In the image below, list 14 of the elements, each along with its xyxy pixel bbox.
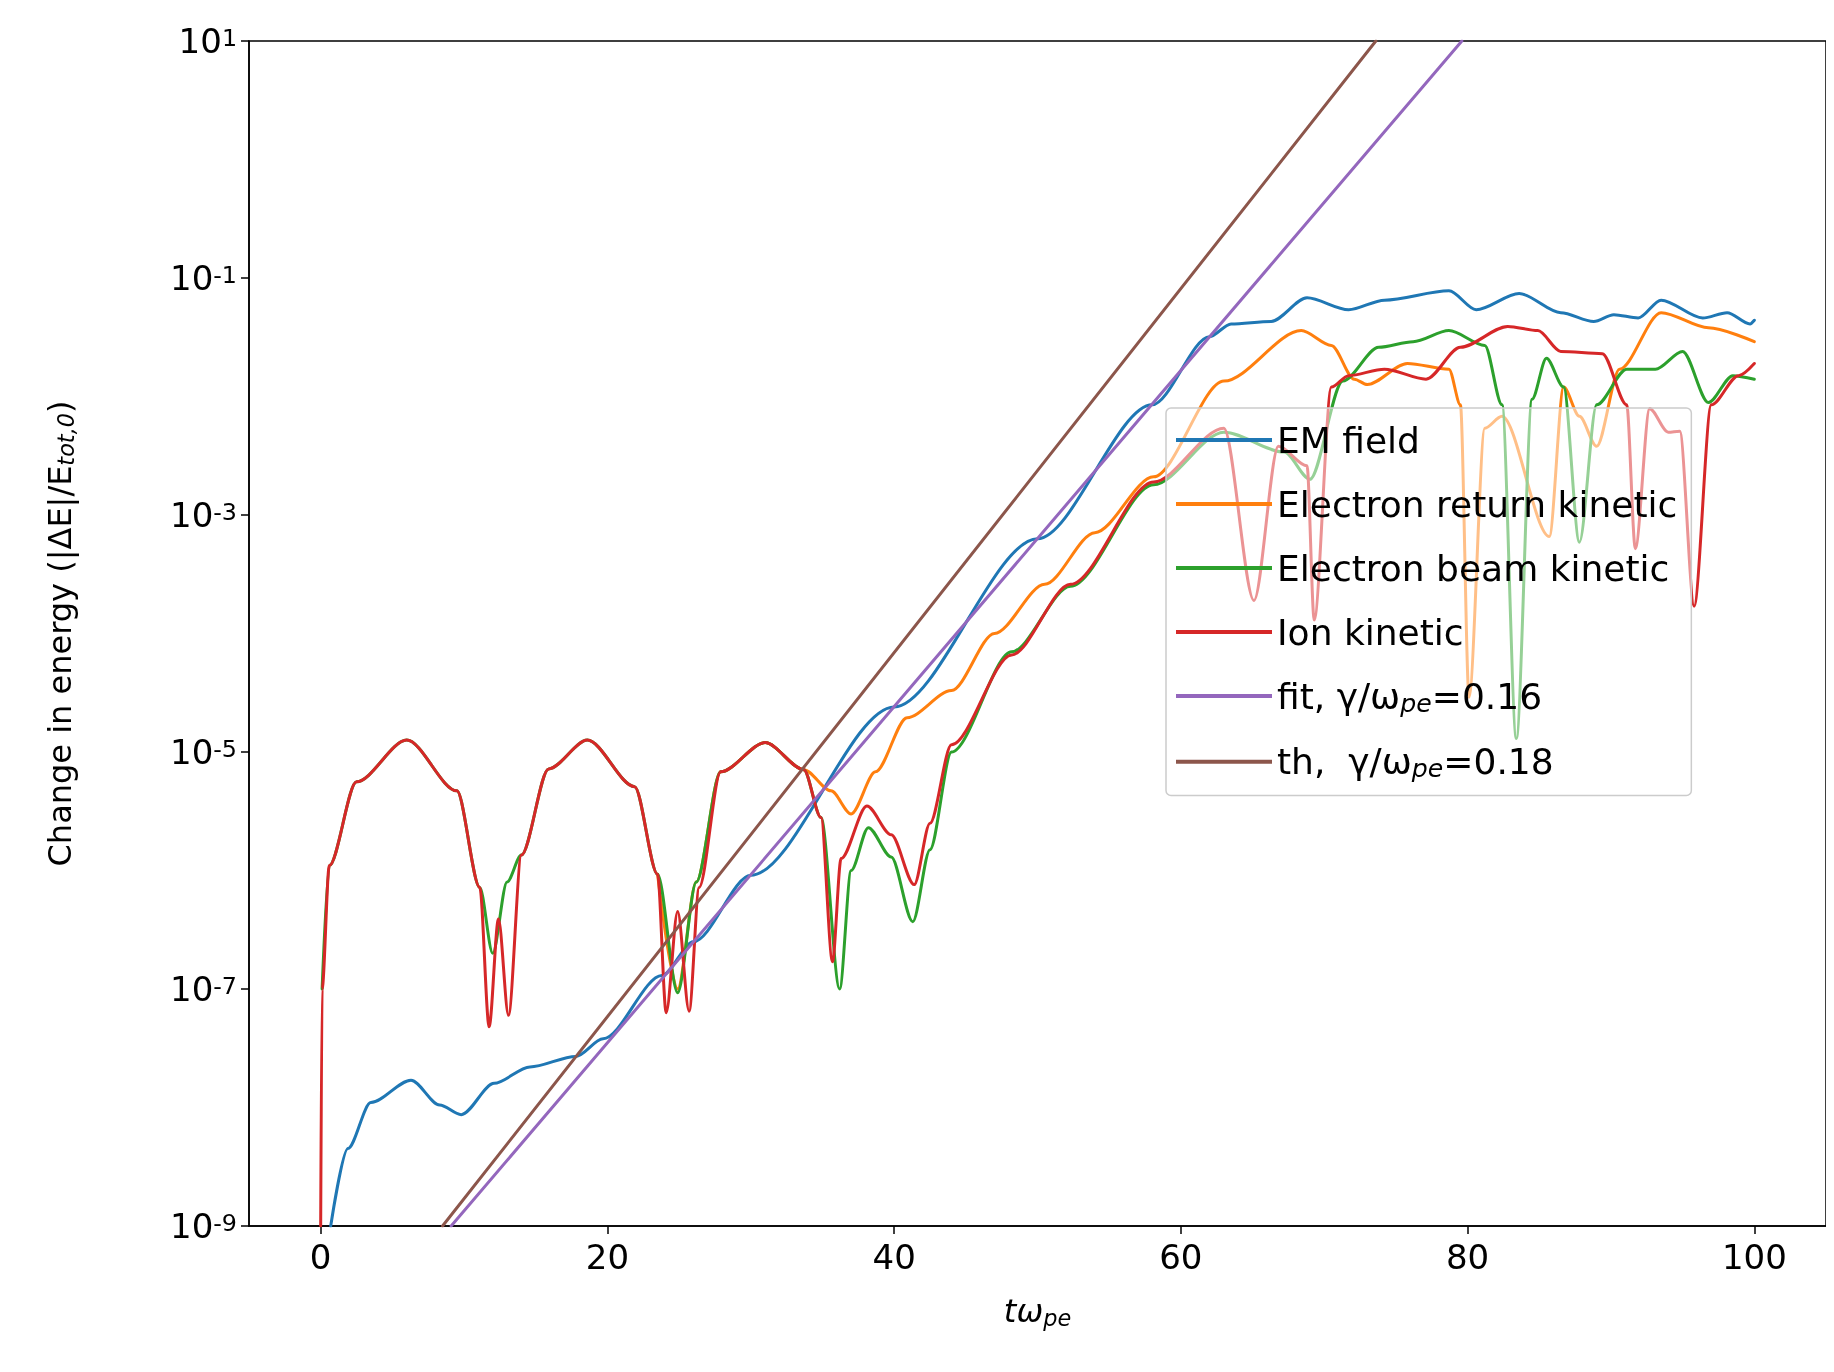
legend-label: fit, γ/ωpe=0.16 xyxy=(1277,675,1543,718)
x-axis-title: tωpe xyxy=(1003,1292,1072,1331)
x-tick-label: 60 xyxy=(1159,1237,1203,1277)
legend-label: Electron return kinetic xyxy=(1277,483,1678,525)
x-tick-label: 100 xyxy=(1721,1237,1787,1277)
legend-label: Ion kinetic xyxy=(1277,611,1464,653)
x-tick-label: 20 xyxy=(585,1237,630,1277)
legend-label: Electron beam kinetic xyxy=(1277,547,1670,589)
y-axis-title: Change in energy (|ΔE|/Etot,0) xyxy=(40,400,79,867)
x-tick-label: 0 xyxy=(309,1237,332,1277)
x-tick-label: 80 xyxy=(1445,1237,1490,1277)
legend-label: EM field xyxy=(1277,419,1420,461)
legend-label: th, γ/ωpe=0.18 xyxy=(1277,741,1554,784)
x-tick-label: 40 xyxy=(872,1237,916,1277)
